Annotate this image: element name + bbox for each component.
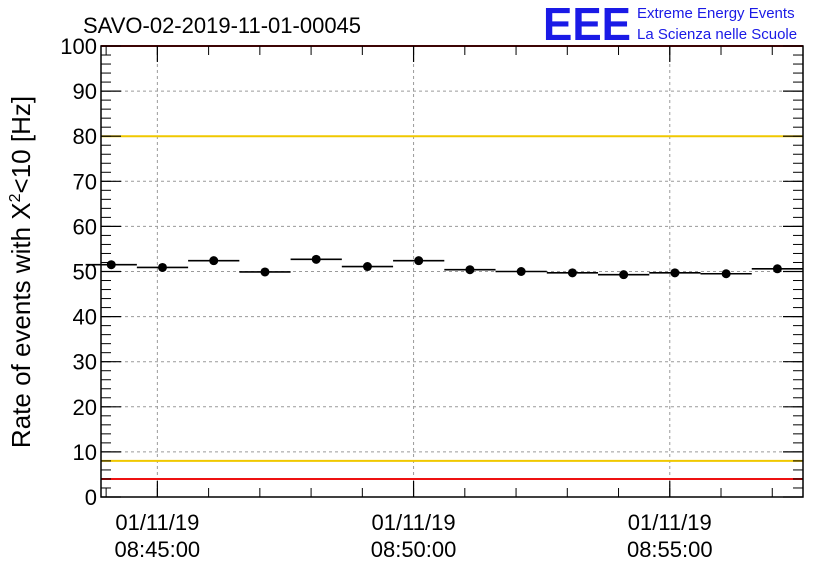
tick-labels: 010203040506070809010001/11/1908:45:0001… (60, 34, 712, 562)
y-tick-label: 60 (73, 214, 97, 239)
logo-line1: Extreme Energy Events (637, 5, 795, 22)
x-tick-time-label: 08:55:00 (627, 537, 713, 562)
data-point (567, 268, 577, 278)
data-point (311, 254, 321, 264)
grid-layer (101, 46, 803, 497)
data-point (516, 267, 526, 276)
y-tick-label: 70 (73, 169, 97, 194)
chart-title: SAVO-02-2019-11-01-00045 (83, 13, 361, 38)
y-tick-label: 40 (73, 305, 97, 330)
logo-line2: La Scienza nelle Scuole (637, 26, 797, 43)
y-tick-label: 80 (73, 124, 97, 149)
x-tick-date-label: 01/11/19 (372, 510, 456, 535)
y-tick-label: 50 (73, 260, 97, 285)
logo-mark: EEE (543, 0, 631, 50)
eee-logo: EEE Extreme Energy Events La Scienza nel… (543, 0, 797, 50)
y-axis-label-superscript: 2 (7, 193, 24, 202)
data-point (157, 262, 167, 272)
y-tick-label: 10 (73, 440, 97, 465)
x-tick-date-label: 01/11/19 (115, 510, 199, 535)
data-point (721, 269, 731, 279)
data-point (260, 267, 270, 277)
data-point (362, 262, 372, 272)
x-tick-time-label: 08:45:00 (115, 537, 201, 562)
data-point (619, 270, 629, 280)
data-series (85, 254, 803, 280)
y-tick-label: 20 (73, 395, 97, 420)
y-axis-label-tail: <10 [Hz] (6, 96, 36, 194)
data-point (414, 256, 424, 266)
axis-ticks (101, 45, 803, 498)
x-tick-date-label: 01/11/19 (628, 510, 712, 535)
y-axis-label: Rate of events with X2<10 [Hz] (6, 96, 36, 448)
y-tick-label: 100 (60, 34, 97, 59)
y-tick-label: 30 (73, 350, 97, 375)
data-point (209, 256, 219, 266)
data-point (106, 260, 116, 270)
y-axis-label-main: Rate of events with X (6, 202, 36, 448)
y-tick-label: 90 (73, 79, 97, 104)
data-point (772, 264, 782, 274)
data-point (465, 265, 475, 275)
reference-lines (101, 45, 803, 480)
data-point (670, 268, 680, 278)
x-tick-time-label: 08:50:00 (371, 537, 457, 562)
y-tick-label: 0 (85, 485, 97, 510)
